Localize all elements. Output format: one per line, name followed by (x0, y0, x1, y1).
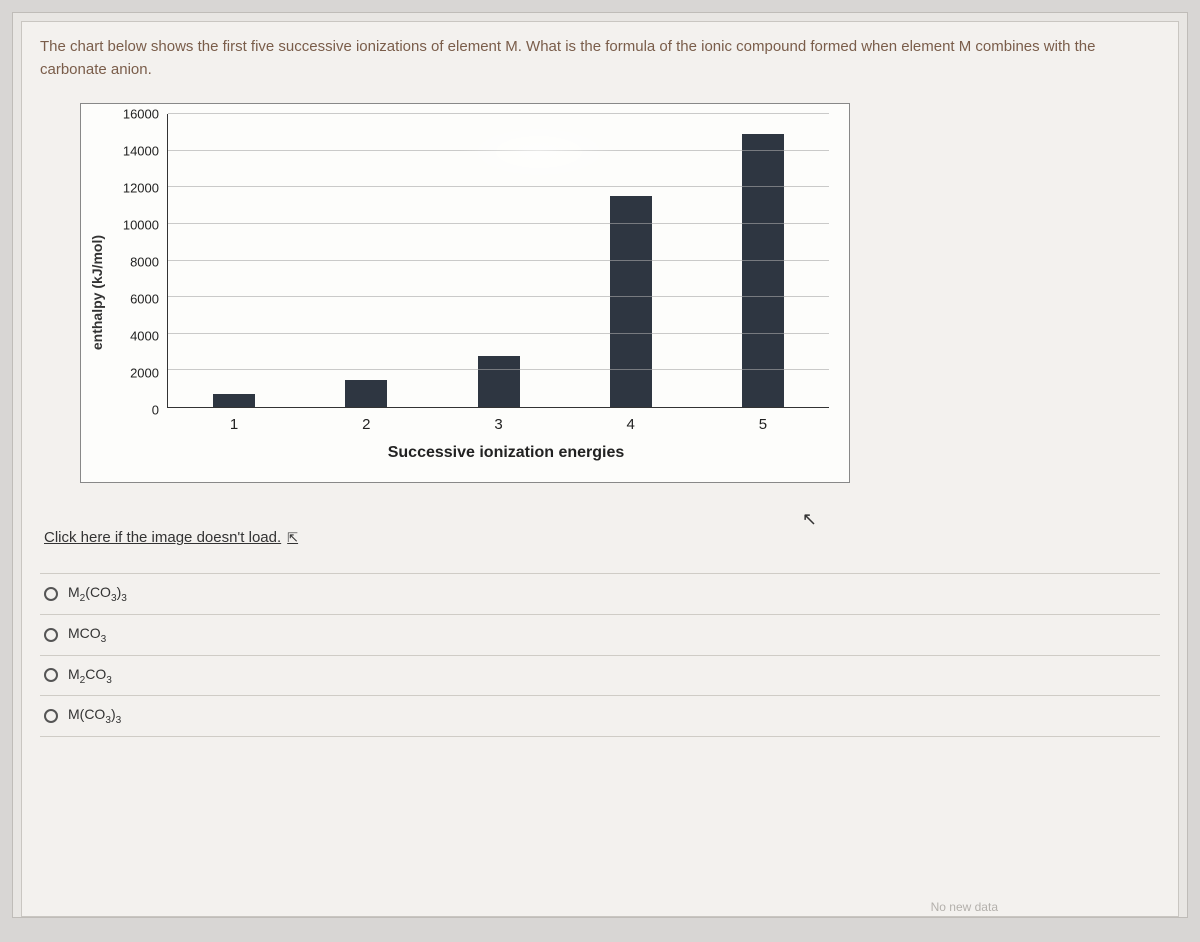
link-text: Click here if the image doesn't load. (44, 529, 281, 546)
y-axis-label: enthalpy (kJ/mol) (87, 231, 107, 354)
gridline (168, 333, 829, 334)
radio-icon[interactable] (44, 587, 58, 601)
choice-label: M2(CO3)3 (68, 584, 127, 604)
bar (213, 394, 255, 407)
gridline (168, 150, 829, 151)
gridline (168, 369, 829, 370)
image-fallback-link[interactable]: Click here if the image doesn't load. ⇱ (40, 529, 298, 546)
answer-choice[interactable]: M(CO3)3 (40, 696, 1160, 737)
question-prompt: The chart below shows the first five suc… (40, 36, 1160, 81)
bar-slot: 1 (168, 114, 300, 407)
bar (345, 380, 387, 407)
ionization-chart: enthalpy (kJ/mol) 0 2000 4000 6000 8000 10000… (80, 103, 850, 483)
bar-slot: 2 (300, 114, 432, 407)
choice-label: M2CO3 (68, 666, 112, 686)
bar (610, 196, 652, 407)
radio-icon[interactable] (44, 668, 58, 682)
bar-slot: 3 (432, 114, 564, 407)
bar (742, 134, 784, 407)
y-tick-label: 12000 (123, 181, 159, 196)
gridline (168, 260, 829, 261)
y-tick-label: 0 (152, 403, 159, 418)
answer-choice[interactable]: M2(CO3)3 (40, 573, 1160, 615)
x-tick-label: 1 (230, 416, 238, 433)
choice-label: M(CO3)3 (68, 706, 121, 726)
gridline (168, 296, 829, 297)
y-tick-column: 0 2000 4000 6000 8000 10000 12000 14000 16000 (107, 104, 163, 482)
choice-label: MCO3 (68, 625, 106, 645)
external-link-icon: ⇱ (287, 530, 298, 546)
x-tick-label: 4 (627, 416, 635, 433)
y-tick-label: 10000 (123, 218, 159, 233)
y-tick-label: 4000 (130, 329, 159, 344)
bars-row: 12345 (168, 114, 829, 407)
x-axis-label: Successive ionization energies (163, 444, 849, 462)
gridline (168, 186, 829, 187)
radio-icon[interactable] (44, 709, 58, 723)
question-card: The chart below shows the first five suc… (21, 21, 1179, 917)
y-tick-label: 2000 (130, 366, 159, 381)
y-tick-label: 6000 (130, 292, 159, 307)
gridline (168, 113, 829, 114)
footer-text: No new data (931, 900, 998, 914)
answer-choices: M2(CO3)3 MCO3 M2CO3 M(CO3)3 (40, 573, 1160, 737)
y-tick-label: 8000 (130, 255, 159, 270)
y-tick-label: 14000 (123, 144, 159, 159)
plot-area: 12345 (167, 114, 829, 408)
answer-choice[interactable]: M2CO3 (40, 656, 1160, 697)
gridline (168, 223, 829, 224)
bar-slot: 4 (565, 114, 697, 407)
answer-choice[interactable]: MCO3 (40, 615, 1160, 656)
radio-icon[interactable] (44, 628, 58, 642)
x-tick-label: 5 (759, 416, 767, 433)
y-tick-label: 16000 (123, 107, 159, 122)
plot-wrap: 12345 Successive ionization energies ↖ (163, 104, 849, 482)
bar (478, 356, 520, 407)
cursor-icon: ↖ (802, 509, 817, 530)
x-tick-label: 3 (494, 416, 502, 433)
x-tick-label: 2 (362, 416, 370, 433)
outer-frame: The chart below shows the first five suc… (12, 12, 1188, 918)
bar-slot: 5 (697, 114, 829, 407)
